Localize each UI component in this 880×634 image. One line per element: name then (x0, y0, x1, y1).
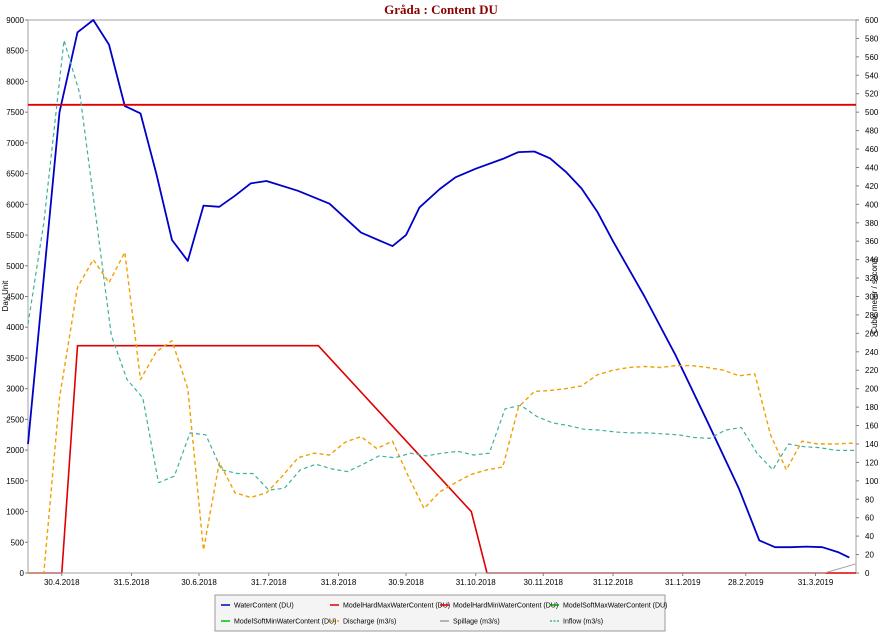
left-tick-label: 3000 (6, 385, 24, 394)
left-tick-label: 500 (11, 538, 25, 547)
right-tick-label: 320 (865, 274, 879, 283)
x-tick-label: 30.11.2018 (524, 578, 564, 587)
x-tick-label: 30.9.2018 (388, 578, 424, 587)
x-tick-label: 31.10.2018 (456, 578, 497, 587)
left-tick-label: 5500 (6, 231, 24, 240)
left-tick-label: 3500 (6, 354, 24, 363)
right-tick-label: 180 (865, 403, 879, 412)
left-tick-label: 1500 (6, 477, 24, 486)
x-tick-label: 28.2.2019 (728, 578, 764, 587)
right-tick-label: 380 (865, 219, 879, 228)
x-tick-label: 31.5.2018 (114, 578, 150, 587)
legend: WaterContent (DU) ModelHardMaxWaterConten… (214, 594, 667, 632)
legend-label: ModelSoftMaxWaterContent (DU) (563, 603, 667, 610)
right-tick-label: 440 (865, 163, 879, 172)
left-tick-label: 5000 (6, 262, 24, 271)
legend-label: Discharge (m3/s) (343, 619, 396, 626)
left-tick-label: 6500 (6, 170, 24, 179)
left-tick-label: 4500 (6, 293, 24, 302)
right-tick-label: 300 (865, 293, 879, 302)
left-tick-label: 2500 (6, 415, 24, 424)
series-watercontent-line (27, 19, 850, 559)
right-tick-label: 200 (865, 385, 879, 394)
x-tick-label: 31.12.2018 (593, 578, 634, 587)
y-axis-label-right: Cubic meter / second (870, 258, 879, 334)
right-tick-label: 240 (865, 348, 879, 357)
right-tick-label: 600 (865, 16, 879, 25)
right-tick-label: 420 (865, 182, 879, 191)
series-spillage-line (28, 563, 857, 574)
right-tick-label: 580 (865, 34, 879, 43)
right-tick-label: 20 (865, 551, 874, 560)
right-tick-label: 140 (865, 440, 879, 449)
right-tick-label: 520 (865, 90, 879, 99)
right-tick-label: 540 (865, 71, 879, 80)
right-tick-label: 120 (865, 458, 879, 467)
left-tick-label: 8000 (6, 77, 24, 86)
x-tick-label: 31.3.2019 (798, 578, 834, 587)
left-axis: 0 500 1000 1500 2000 2500 3000 3500 4000 4500 5000… (6, 16, 28, 578)
right-tick-label: 80 (865, 495, 874, 504)
right-tick-label: 40 (865, 532, 874, 541)
x-tick-label: 30.6.2018 (181, 578, 217, 587)
left-tick-label: 7500 (6, 108, 24, 117)
left-tick-label: 7000 (6, 139, 24, 148)
right-tick-label: 500 (865, 108, 879, 117)
legend-label: Inflow (m3/s) (563, 619, 603, 626)
right-tick-label: 100 (865, 477, 879, 486)
right-tick-label: 480 (865, 127, 879, 136)
x-tick-label: 31.1.2019 (665, 578, 701, 587)
right-tick-label: 400 (865, 200, 879, 209)
x-tick-label: 30.4.2018 (44, 578, 80, 587)
chart-title: Gråda : Content DU (384, 2, 498, 17)
right-tick-label: 260 (865, 329, 879, 338)
x-tick-label: 31.7.2018 (251, 578, 287, 587)
series-discharge-line (28, 251, 857, 574)
legend-label: WaterContent (DU) (234, 603, 294, 610)
series-layer (27, 19, 857, 574)
legend-label: ModelHardMaxWaterContent (DU) (343, 603, 450, 610)
right-tick-label: 460 (865, 145, 879, 154)
legend-label: Spillage (m3/s) (453, 619, 500, 626)
right-tick-label: 360 (865, 237, 879, 246)
left-tick-label: 1000 (6, 508, 24, 517)
right-tick-label: 280 (865, 311, 879, 320)
left-tick-label: 0 (20, 569, 25, 578)
right-tick-label: 340 (865, 256, 879, 265)
x-tick-label: 31.8.2018 (321, 578, 357, 587)
left-tick-label: 2000 (6, 446, 24, 455)
left-tick-label: 6000 (6, 200, 24, 209)
left-tick-label: 8500 (6, 47, 24, 56)
x-axis: 30.4.2018 31.5.2018 30.6.2018 31.7.2018 31.8… (44, 573, 834, 587)
legend-box (214, 594, 666, 632)
series-inflow-line (27, 39, 856, 491)
left-tick-label: 9000 (6, 16, 24, 25)
right-tick-label: 160 (865, 422, 879, 431)
right-tick-label: 60 (865, 514, 874, 523)
right-tick-label: 0 (865, 569, 870, 578)
legend-label: ModelHardMinWaterContent (DU) (453, 603, 558, 610)
right-tick-label: 220 (865, 366, 879, 375)
y-axis-label-left: Day Unit (1, 280, 10, 311)
left-tick-label: 4000 (6, 323, 24, 332)
right-axis: 0 20 40 60 80 100 120 140 160 180 200 220 240 260 280 3… (856, 16, 879, 578)
legend-label: ModelSoftMinWaterContent (DU) (234, 619, 336, 626)
right-tick-label: 560 (865, 53, 879, 62)
